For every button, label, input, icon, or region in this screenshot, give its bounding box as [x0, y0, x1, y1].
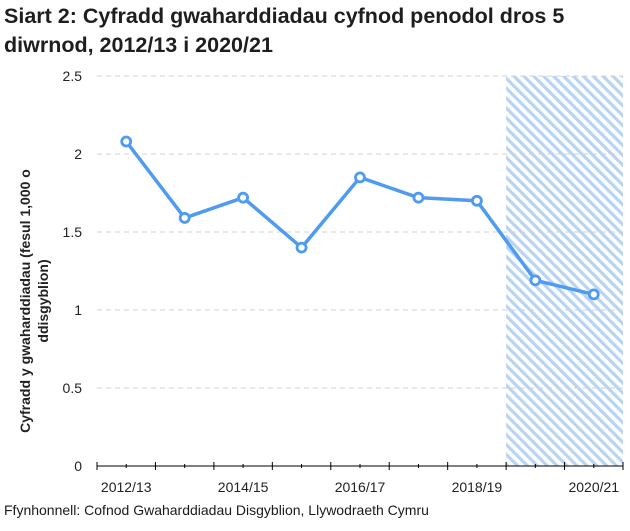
y-tick-label: 2: [74, 146, 82, 162]
chart-title: Siart 2: Cyfradd gwaharddiadau cyfnod pe…: [4, 4, 565, 57]
data-point-marker: [412, 191, 425, 204]
x-tick-label: 2018/19: [452, 479, 503, 495]
y-axis-label: Cyfradd y gwaharddiadau (fesul 1,000 o dd…: [17, 169, 51, 433]
gridlines: [97, 75, 623, 389]
x-tick-label: 2014/15: [218, 479, 269, 495]
data-point-marker: [178, 212, 191, 224]
data-point-marker: [470, 194, 483, 207]
y-tick-label: 2.5: [63, 68, 83, 84]
y-axis-tick-labels: 0 0.5 1 1.5 2 2.5: [63, 68, 83, 474]
data-series-line: [120, 135, 600, 301]
x-axis: [96, 462, 624, 470]
data-point-marker: [587, 288, 600, 301]
data-point-marker: [120, 135, 133, 148]
hatched-region: [506, 76, 623, 466]
data-point-marker: [529, 274, 542, 287]
data-point-marker: [237, 191, 250, 204]
y-tick-label: 0: [74, 458, 82, 474]
y-tick-label: 1: [74, 302, 82, 318]
data-point-marker: [354, 171, 366, 184]
source-note: Ffynhonnell: Cofnod Gwaharddiadau Disgyb…: [4, 502, 429, 518]
y-tick-label: 1.5: [63, 224, 83, 240]
y-axis-label-line: Cyfradd y gwaharddiadau (fesul 1,000 o: [17, 169, 33, 433]
x-tick-label: 2012/13: [101, 479, 152, 495]
forecast-hatch-area: [506, 76, 623, 466]
x-tick-label: 2020/21: [568, 479, 619, 495]
data-point-marker: [295, 241, 308, 254]
x-tick-label: 2016/17: [335, 479, 386, 495]
x-axis-tick-labels: 2012/13 2014/15 2016/17 2018/19 2020/21: [101, 479, 619, 495]
y-tick-label: 0.5: [63, 380, 83, 396]
y-axis-label-line: ddisgyblion): [35, 259, 51, 342]
